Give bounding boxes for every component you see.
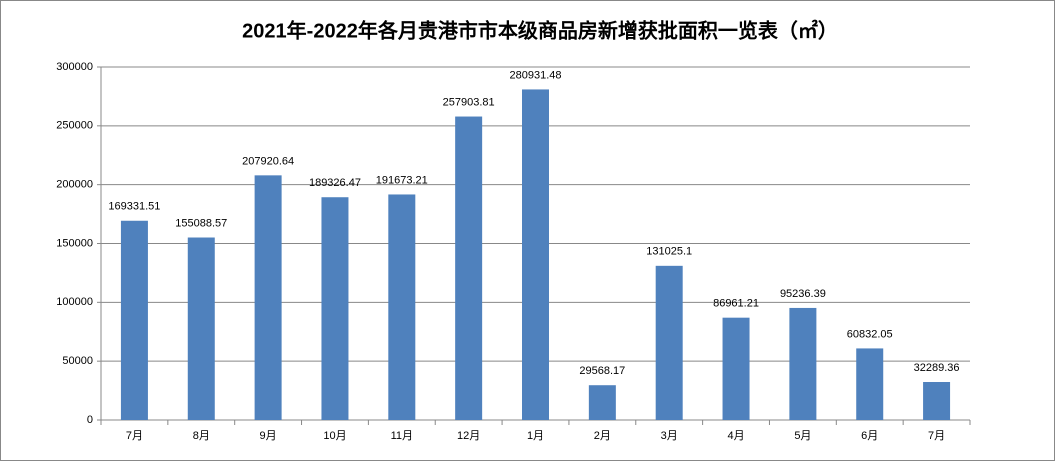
chart-title: 2021年-2022年各月贵港市市本级商品房新增获批面积一览表（㎡） (242, 18, 838, 42)
value-label: 155088.57 (175, 217, 227, 229)
x-tick-label: 4月 (727, 430, 744, 442)
x-tick-label: 6月 (861, 430, 878, 442)
bar (923, 382, 951, 420)
value-label: 191673.21 (376, 174, 428, 186)
x-tick-label: 9月 (260, 430, 277, 442)
x-tick-label: 3月 (661, 430, 678, 442)
bar (388, 194, 416, 420)
y-tick-label: 150000 (56, 237, 93, 249)
x-tick-label: 5月 (794, 430, 811, 442)
bar (120, 220, 148, 420)
y-tick-label: 250000 (56, 120, 93, 132)
bar (856, 348, 884, 420)
value-label: 95236.39 (780, 288, 826, 300)
y-tick-label: 100000 (56, 296, 93, 308)
x-tick-label: 7月 (928, 430, 945, 442)
bar (522, 89, 549, 421)
y-tick-label: 50000 (62, 355, 93, 367)
x-tick-label: 2月 (594, 430, 611, 442)
value-label: 257903.81 (443, 96, 495, 108)
value-label: 29568.17 (579, 365, 625, 377)
value-label: 32289.36 (914, 362, 960, 374)
value-label: 86961.21 (713, 298, 759, 310)
value-label: 169331.51 (108, 201, 160, 213)
value-label: 280931.48 (510, 69, 562, 81)
bar (254, 175, 282, 420)
bar (655, 265, 683, 420)
x-tick-label: 10月 (323, 430, 346, 442)
x-tick-label: 12月 (457, 430, 480, 442)
x-tick-label: 7月 (126, 430, 143, 442)
value-label: 60832.05 (847, 328, 893, 340)
y-tick-label: 0 (87, 414, 93, 426)
value-label: 189326.47 (309, 177, 361, 189)
bar (187, 237, 215, 420)
value-label: 131025.1 (646, 246, 692, 258)
bar (789, 307, 817, 420)
y-tick-label: 200000 (56, 179, 93, 191)
y-tick-label: 300000 (56, 61, 93, 73)
bar (455, 116, 483, 421)
x-tick-label: 11月 (391, 430, 413, 442)
bar (588, 385, 616, 420)
x-tick-label: 8月 (193, 430, 210, 442)
value-label: 207920.64 (242, 155, 294, 167)
bar (321, 197, 349, 420)
x-tick-label: 1月 (527, 430, 544, 442)
bar (722, 317, 750, 420)
